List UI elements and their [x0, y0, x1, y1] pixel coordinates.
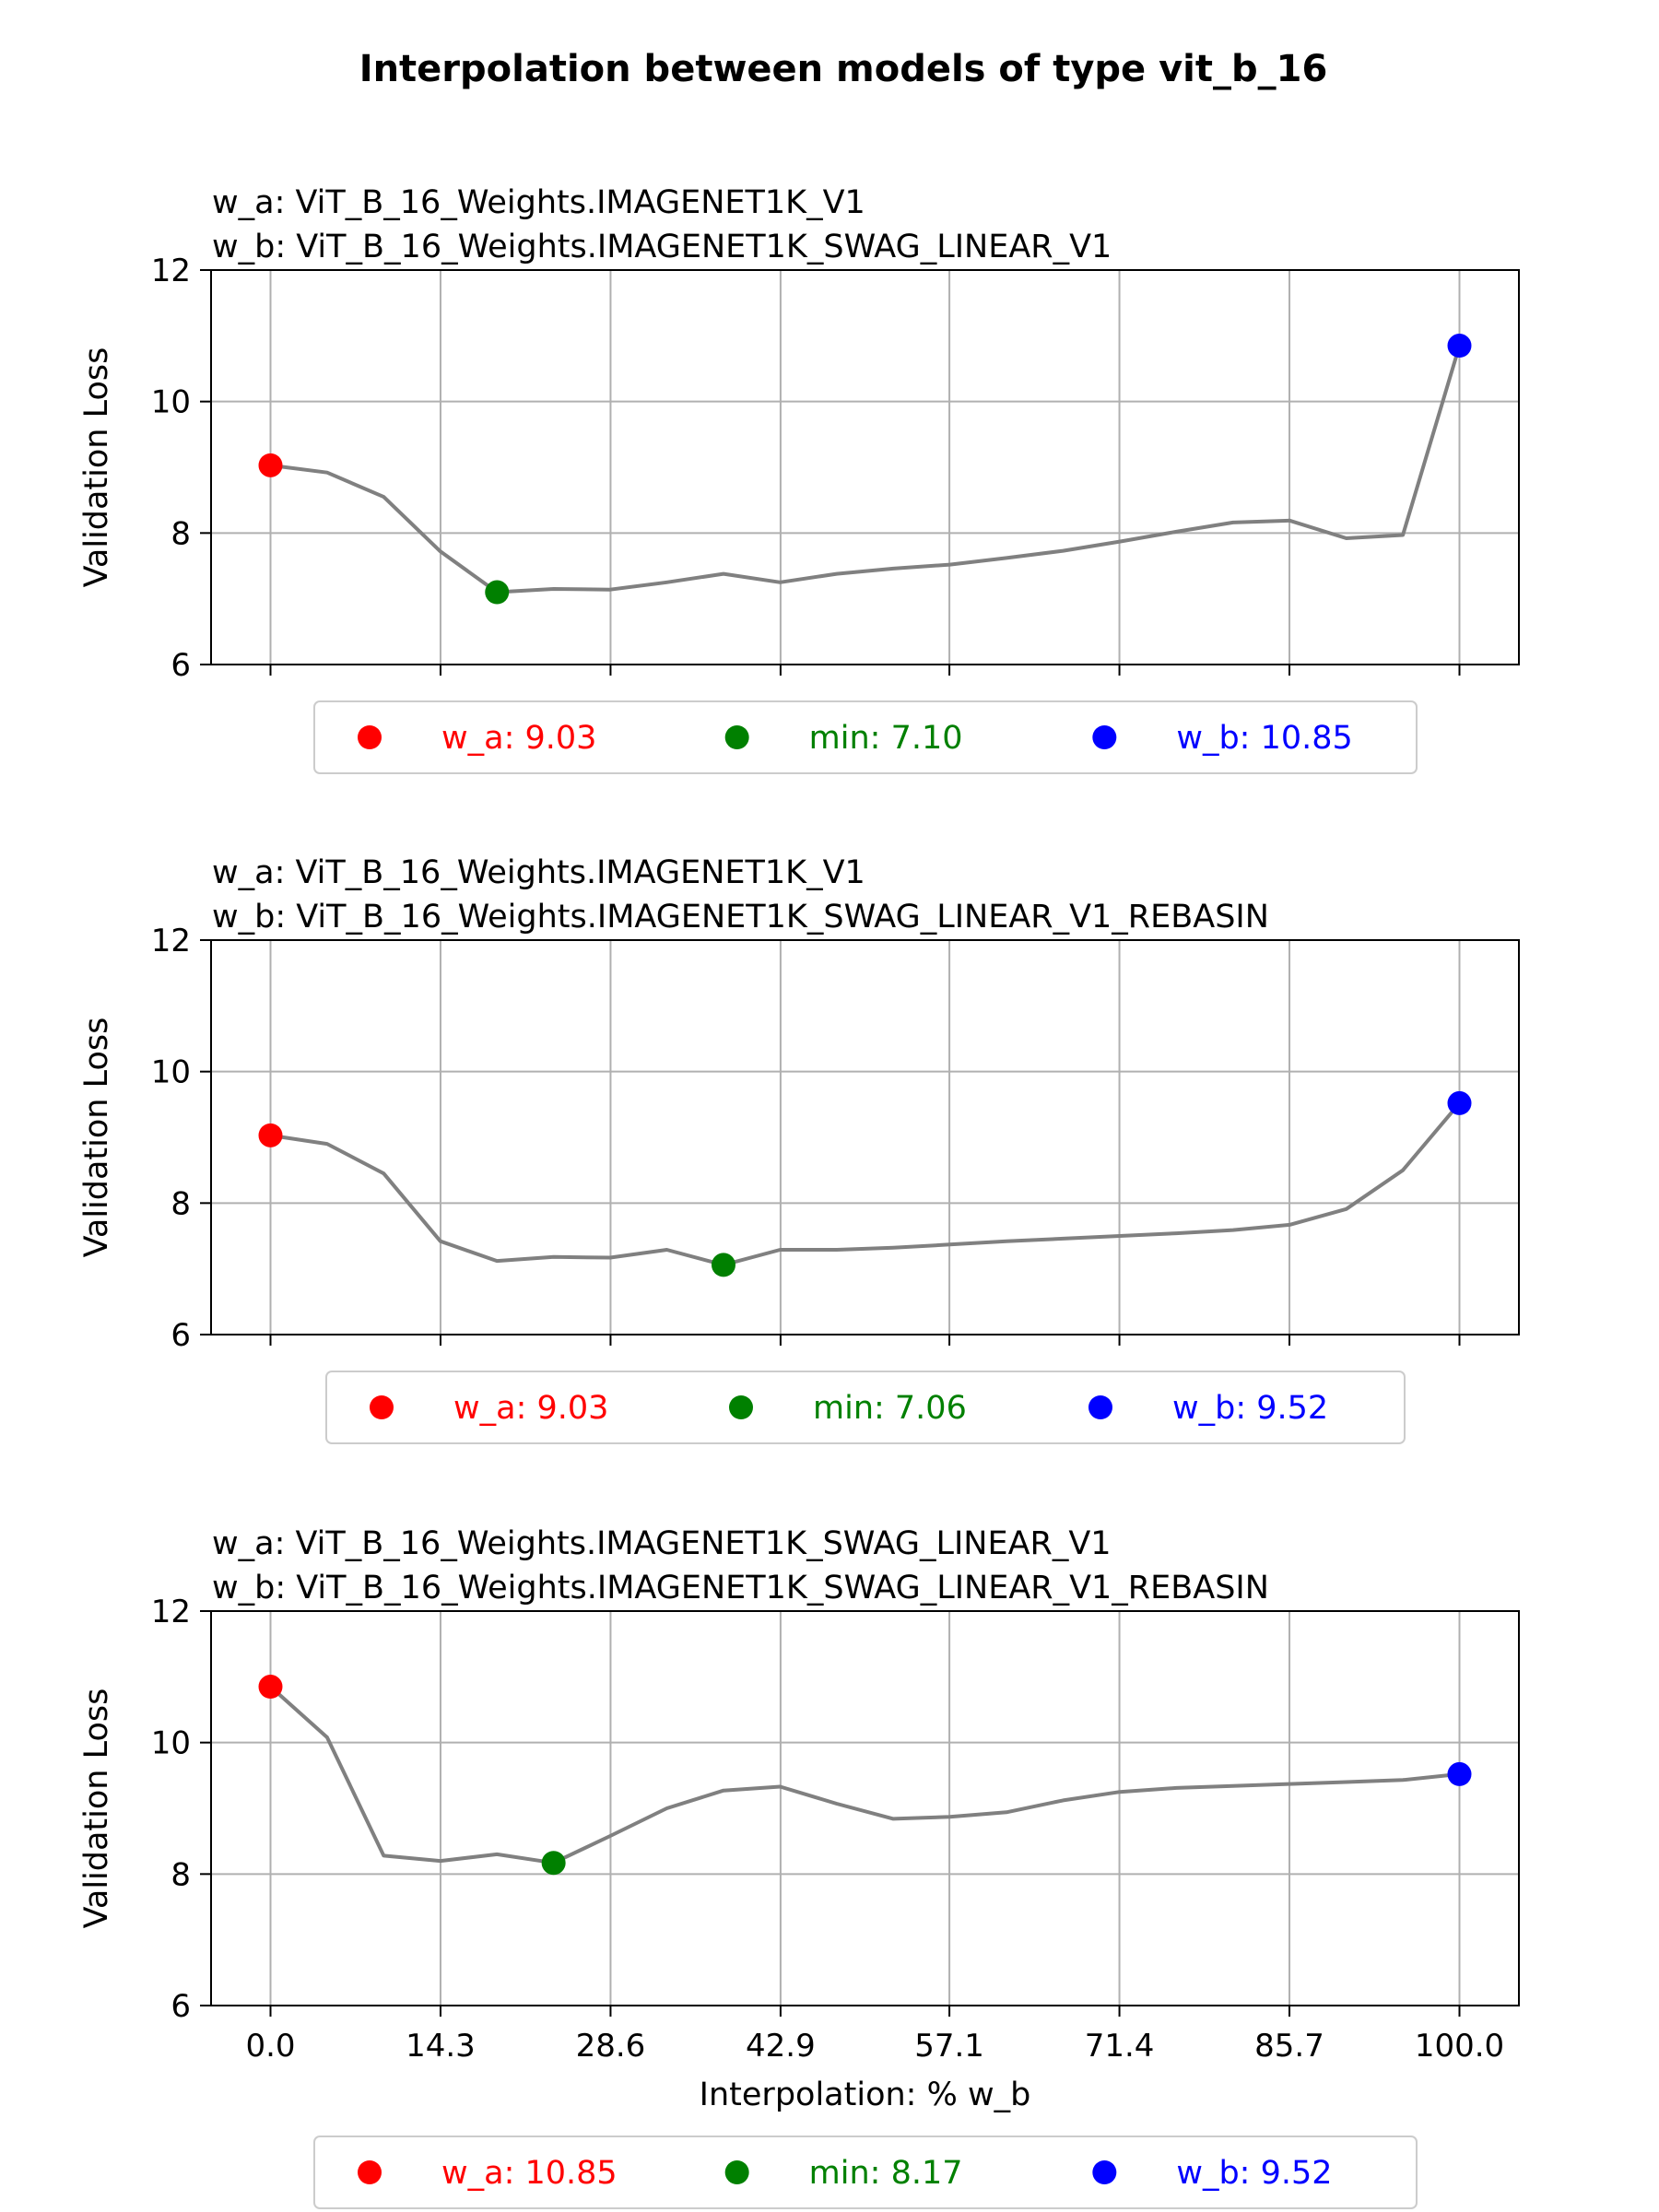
x-tick-label: 14.3	[406, 2028, 476, 2065]
y-tick-label: 6	[171, 647, 191, 684]
legend-box	[313, 2136, 1418, 2209]
legend-box	[325, 1371, 1406, 1444]
y-tick-label: 10	[151, 1054, 191, 1091]
legend-label-w-b: w_b: 9.52	[1176, 2155, 1332, 2192]
point-w-a	[258, 1123, 283, 1147]
chart-panel-1: w_a: ViT_B_16_Weights.IMAGENET1K_V1 w_b: …	[78, 184, 1520, 774]
chart-panel-3: w_a: ViT_B_16_Weights.IMAGENET1K_SWAG_LI…	[78, 1525, 1520, 2209]
y-axis-label: Validation Loss	[78, 1018, 115, 1258]
chart-panel-2: w_a: ViT_B_16_Weights.IMAGENET1K_V1 w_b: …	[78, 854, 1520, 1444]
subplot-title-line: w_b: ViT_B_16_Weights.IMAGENET1K_SWAG_LI…	[212, 229, 1112, 265]
series-line	[270, 1101, 1462, 1267]
y-tick-label: 8	[171, 1185, 191, 1222]
x-tick-label: 100.0	[1415, 2028, 1504, 2065]
y-tick-label: 6	[171, 1317, 191, 1354]
legend-marker-min	[724, 2160, 749, 2184]
legend-marker-w-b	[1088, 1395, 1112, 1419]
y-axis-label: Validation Loss	[78, 1688, 115, 1929]
legend: w_a: 9.03 min: 7.06 w_b: 9.52	[325, 1371, 1406, 1444]
y-tick-label: 10	[151, 1725, 191, 1762]
x-tick-label: 28.6	[576, 2028, 646, 2065]
x-tick-label: 71.4	[1085, 2028, 1155, 2065]
point-w-b	[1447, 334, 1472, 359]
series-line	[270, 345, 1462, 594]
legend-label-min: min: 7.10	[809, 720, 963, 757]
y-tick-label: 12	[151, 923, 191, 959]
legend-box	[313, 700, 1418, 774]
legend-marker-w-b	[1092, 725, 1117, 749]
legend-label-w-a: w_a: 9.03	[441, 720, 596, 757]
x-tick-label: 0.0	[245, 2028, 295, 2065]
panels: w_a: ViT_B_16_Weights.IMAGENET1K_V1 w_b: …	[78, 184, 1520, 2209]
x-tick-label: 85.7	[1254, 2028, 1324, 2065]
y-tick-label: 12	[151, 253, 191, 289]
x-tick-label: 42.9	[746, 2028, 816, 2065]
axes-frame	[210, 269, 1520, 665]
legend-marker-min	[724, 725, 749, 749]
legend-marker-w-a	[358, 2160, 382, 2184]
legend-label-w-b: w_b: 10.85	[1176, 720, 1352, 757]
x-axis-label: Interpolation: % w_b	[700, 2077, 1031, 2113]
y-tick-label: 8	[171, 515, 191, 552]
point-min	[485, 580, 510, 605]
subplot-title-line: w_b: ViT_B_16_Weights.IMAGENET1K_SWAG_LI…	[212, 899, 1269, 935]
point-w-a	[258, 1675, 283, 1700]
legend: w_a: 9.03 min: 7.10 w_b: 10.85	[313, 700, 1418, 774]
legend-label-min: min: 8.17	[809, 2155, 963, 2192]
figure-title: Interpolation between models of type vit…	[359, 48, 1328, 90]
legend-marker-w-a	[358, 725, 382, 749]
subplot-title-line: w_a: ViT_B_16_Weights.IMAGENET1K_SWAG_LI…	[212, 1525, 1112, 1562]
legend-label-w-b: w_b: 9.52	[1172, 1390, 1328, 1427]
legend-marker-w-b	[1092, 2160, 1117, 2184]
y-tick-label: 10	[151, 384, 191, 421]
point-w-a	[258, 453, 283, 477]
legend: w_a: 10.85 min: 8.17 w_b: 9.52	[313, 2136, 1418, 2209]
axes-frame	[210, 939, 1520, 1335]
point-w-b	[1447, 1090, 1472, 1115]
y-tick-label: 8	[171, 1856, 191, 1893]
legend-marker-min	[729, 1395, 753, 1419]
point-w-b	[1447, 1761, 1472, 1786]
legend-label-w-a: w_a: 9.03	[453, 1390, 608, 1427]
legend-marker-w-a	[370, 1395, 394, 1419]
x-tick-label: 57.1	[914, 2028, 984, 2065]
axes-frame	[210, 1610, 1520, 2006]
subplot-title-line: w_a: ViT_B_16_Weights.IMAGENET1K_V1	[212, 854, 865, 891]
y-tick-label: 6	[171, 1988, 191, 2025]
point-min	[711, 1253, 735, 1277]
y-axis-label: Validation Loss	[78, 347, 115, 588]
legend-label-min: min: 7.06	[813, 1390, 967, 1427]
subplot-title-line: w_b: ViT_B_16_Weights.IMAGENET1K_SWAG_LI…	[212, 1570, 1269, 1606]
y-tick-label: 12	[151, 1594, 191, 1630]
subplot-title-line: w_a: ViT_B_16_Weights.IMAGENET1K_V1	[212, 184, 865, 221]
point-min	[541, 1851, 566, 1876]
legend-label-w-a: w_a: 10.85	[441, 2155, 618, 2192]
series-line	[269, 1685, 1460, 1865]
